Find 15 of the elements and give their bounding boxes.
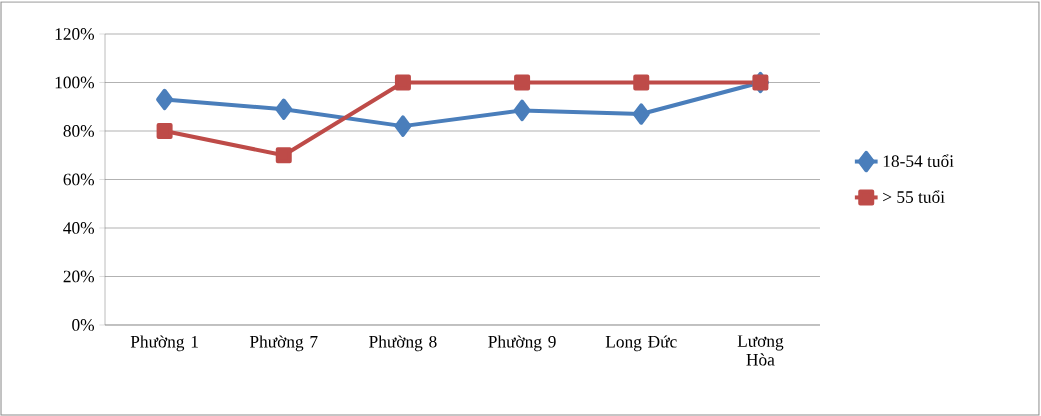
y-tick-label: 60% — [63, 173, 95, 186]
x-tick-label: Long Đức — [605, 335, 677, 352]
legend-label: > 55 tuổi — [883, 190, 945, 203]
x-tick-label: Phường 1 — [130, 335, 198, 352]
legend-label: 18-54 tuổi — [883, 154, 954, 167]
x-tick-label: Lương Hòa — [737, 335, 784, 366]
y-tick-label: 120% — [55, 28, 95, 40]
y-tick-label: 100% — [55, 76, 95, 89]
x-tick-label: Phường 9 — [488, 335, 556, 352]
y-tick-label: 20% — [63, 270, 95, 283]
y-tick-label: 80% — [63, 125, 95, 137]
y-tick-label: 40% — [63, 222, 95, 234]
x-tick-label: Phường 7 — [249, 335, 318, 352]
y-tick-label: 0% — [72, 319, 95, 331]
x-tick-label: Phường 8 — [369, 335, 437, 352]
